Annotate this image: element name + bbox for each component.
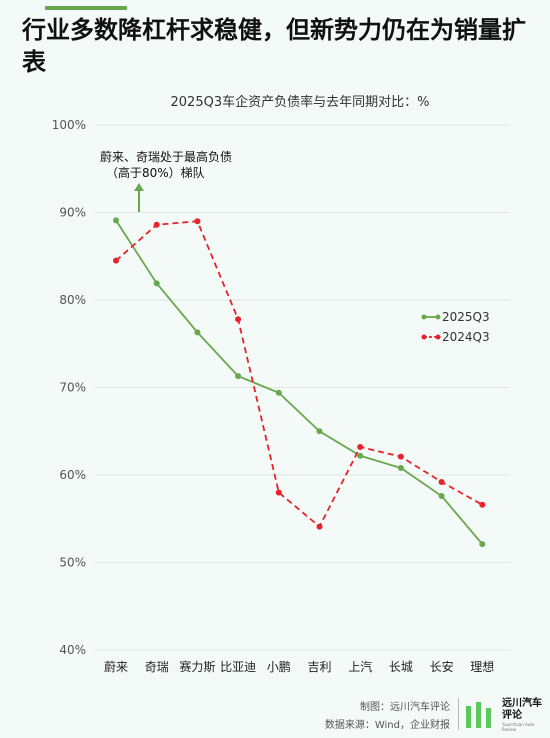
x-tick-label: 长城 [389,660,413,674]
annotation-text-line-1: 蔚来、奇瑞处于最高负债 [100,149,232,164]
data-point-2025Q3 [194,329,201,336]
y-tick-label: 100% [52,118,86,132]
legend-marker [435,334,441,340]
x-tick-label: 上汽 [348,659,372,674]
logo-subtitle: Yuanchuan Auto Review [502,722,535,732]
data-point-2024Q3 [275,489,282,496]
data-point-2024Q3 [153,221,160,228]
logo-name: 远川汽车评论 [502,698,542,721]
y-tick-label: 60% [59,468,86,482]
accent-bar [45,6,127,10]
x-tick-label: 理想 [470,659,494,674]
data-point-2025Q3 [397,465,404,471]
data-point-2024Q3 [194,218,201,225]
footer-source: 数据来源：Wind，企业财报 [324,720,450,731]
annotation-text-line-2: （高于80%）梯队 [106,165,205,180]
data-point-2024Q3 [397,453,404,460]
data-point-2025Q3 [113,217,119,224]
data-point-2025Q3 [316,428,323,435]
x-tick-label: 赛力斯 [179,659,215,674]
data-point-2025Q3 [357,452,364,459]
footer-credit: 制图：远川汽车评论 [360,702,450,713]
page-headline: 行业多数降杠杆求稳健，但新势力仍在为销量扩表 [22,16,526,76]
annotation-arrow-icon [134,183,144,191]
y-tick-label: 40% [59,643,86,657]
data-point-2024Q3 [357,444,364,450]
data-point-2024Q3 [438,479,445,485]
data-point-2025Q3 [479,541,486,548]
data-point-2025Q3 [153,280,160,287]
y-tick-label: 50% [59,556,86,570]
series-line-2024Q3 [115,220,483,529]
data-point-2024Q3 [479,501,486,508]
x-tick-label: 奇瑞 [145,660,169,674]
brand-logo: 远川汽车评论 Yuanchuan Auto Review [458,694,548,734]
legend-marker [421,314,427,320]
data-point-2024Q3 [316,523,323,530]
logo-divider [458,698,459,730]
y-tick-label: 90% [59,206,86,220]
data-point-2025Q3 [235,373,242,380]
legend-label: 2025Q3 [442,310,490,324]
data-point-2025Q3 [438,493,445,499]
data-point-2025Q3 [275,389,282,396]
data-point-2024Q3 [113,257,119,264]
x-tick-label: 比亚迪 [220,660,256,674]
y-tick-label: 70% [59,381,86,395]
x-tick-label: 小鹏 [267,660,291,674]
legend-label: 2024Q3 [442,330,490,344]
y-tick-label: 80% [59,293,86,307]
data-point-2024Q3 [235,316,242,323]
series-line-2025Q3 [115,219,483,545]
legend-marker [421,334,427,340]
x-tick-label: 蔚来 [104,660,128,674]
x-tick-label: 长安 [430,659,454,674]
chart-title: 2025Q3车企资产负债率与去年同期对比：% [171,94,430,110]
x-tick-label: 吉利 [307,660,331,674]
legend-marker [435,314,441,320]
